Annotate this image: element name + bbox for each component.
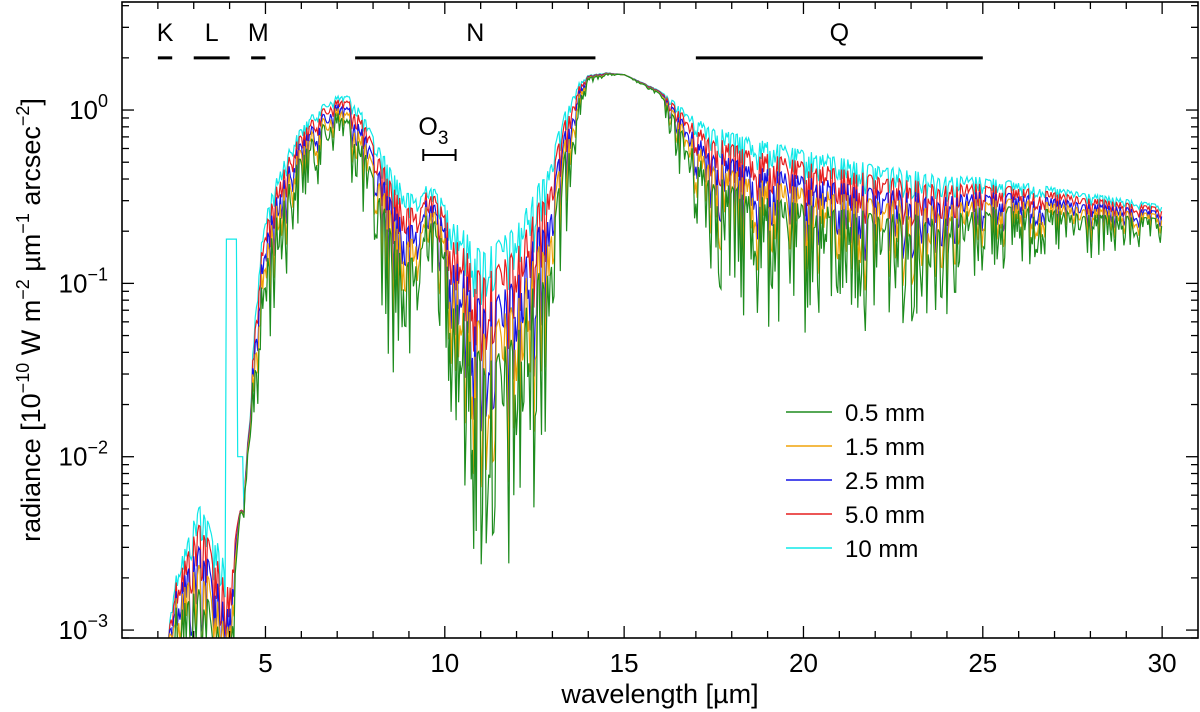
x-tick-label: 20 <box>789 648 818 678</box>
series-line-0.5-mm <box>174 73 1163 638</box>
x-tick-label: 15 <box>610 648 639 678</box>
plot-frame <box>121 1 1199 639</box>
band-label-N: N <box>466 19 484 47</box>
band-label-K: K <box>157 19 174 47</box>
x-tick-label: 30 <box>1148 648 1177 678</box>
plot-curves <box>168 72 1163 638</box>
legend: 0.5 mm 1.5 mm 2.5 mm 5.0 mm 10 mm <box>786 400 925 563</box>
x-tick-label: 25 <box>968 648 997 678</box>
band-label-M: M <box>248 19 269 47</box>
x-tick-label: 10 <box>430 648 459 678</box>
x-tick-label: 5 <box>258 648 272 678</box>
x-axis-title: wavelength [µm] <box>560 679 758 709</box>
ozone-annotation: O3 <box>418 113 457 161</box>
legend-label: 10 mm <box>845 536 918 563</box>
series-line-1.5-mm <box>168 72 1163 638</box>
legend-label: 5.0 mm <box>845 502 925 529</box>
ozone-label: O3 <box>418 113 448 149</box>
legend-label: 1.5 mm <box>845 434 925 461</box>
y-tick-label: 10−2 <box>59 438 108 472</box>
legend-label: 0.5 mm <box>845 400 925 427</box>
y-tick-label: 10−3 <box>59 611 108 645</box>
y-tick-label: 100 <box>69 91 108 125</box>
y-axis-ticks: 10−3 10−2 10−1 100 <box>59 5 1198 645</box>
y-tick-label: 10−1 <box>59 264 108 298</box>
x-axis-ticks: 5 10 15 20 25 30 <box>157 2 1177 678</box>
y-axis-title: radiance [10−10 W m−2 µm−1 arcsec−2] <box>13 98 46 542</box>
band-label-L: L <box>205 19 219 47</box>
legend-label: 2.5 mm <box>845 468 925 495</box>
band-label-Q: Q <box>830 19 849 47</box>
